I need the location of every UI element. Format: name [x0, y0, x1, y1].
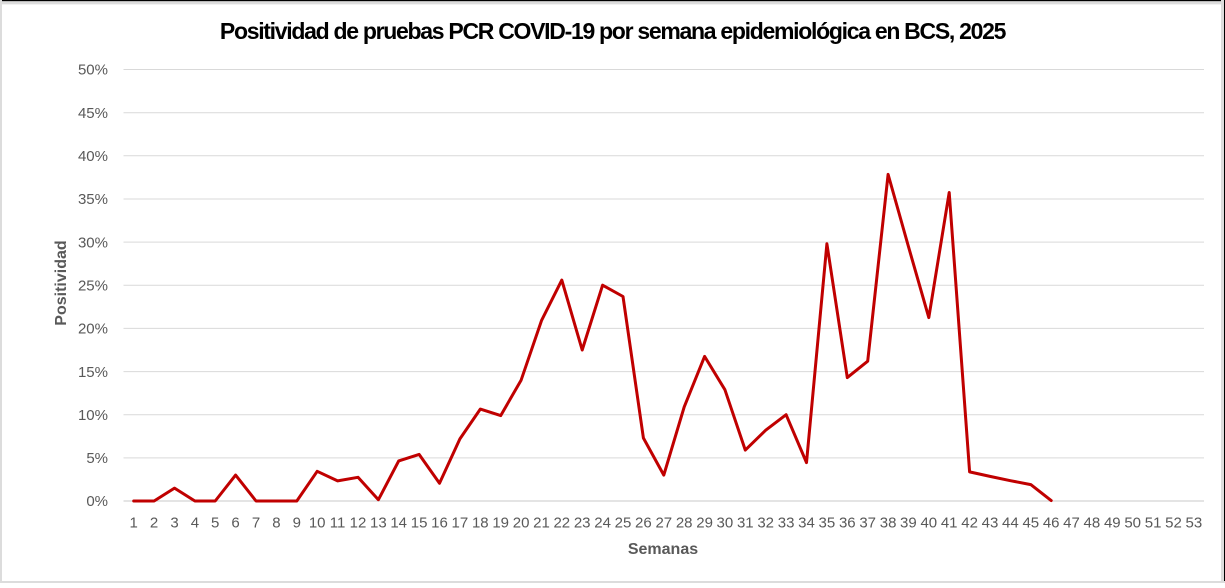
- svg-text:32: 32: [757, 515, 774, 532]
- svg-text:9: 9: [293, 515, 301, 532]
- svg-text:39: 39: [900, 515, 917, 532]
- svg-text:25: 25: [615, 515, 632, 532]
- svg-text:0%: 0%: [86, 493, 108, 510]
- svg-text:16: 16: [431, 515, 448, 532]
- svg-text:28: 28: [676, 515, 693, 532]
- svg-text:51: 51: [1145, 515, 1162, 532]
- svg-text:6: 6: [231, 515, 239, 532]
- svg-text:43: 43: [982, 515, 999, 532]
- svg-text:23: 23: [574, 515, 591, 532]
- svg-text:35%: 35%: [78, 191, 108, 208]
- svg-text:27: 27: [655, 515, 672, 532]
- svg-text:45: 45: [1022, 515, 1039, 532]
- svg-text:31: 31: [737, 515, 754, 532]
- svg-text:34: 34: [798, 515, 815, 532]
- svg-text:29: 29: [696, 515, 713, 532]
- svg-text:1: 1: [130, 515, 138, 532]
- svg-text:36: 36: [839, 515, 856, 532]
- svg-text:47: 47: [1063, 515, 1080, 532]
- svg-text:24: 24: [594, 515, 611, 532]
- svg-text:3: 3: [170, 515, 178, 532]
- svg-text:25%: 25%: [78, 277, 108, 294]
- svg-text:19: 19: [492, 515, 509, 532]
- svg-text:20: 20: [513, 515, 530, 532]
- svg-text:8: 8: [272, 515, 280, 532]
- svg-text:Positividad: Positividad: [53, 240, 70, 325]
- svg-text:40: 40: [920, 515, 937, 532]
- svg-text:12: 12: [350, 515, 367, 532]
- svg-text:35: 35: [819, 515, 836, 532]
- svg-text:Semanas: Semanas: [628, 541, 698, 558]
- svg-text:50%: 50%: [78, 62, 108, 79]
- svg-text:41: 41: [941, 515, 958, 532]
- svg-text:15: 15: [411, 515, 428, 532]
- svg-text:37: 37: [859, 515, 876, 532]
- svg-text:10: 10: [309, 515, 326, 532]
- svg-text:26: 26: [635, 515, 652, 532]
- svg-text:11: 11: [330, 515, 346, 532]
- svg-text:46: 46: [1043, 515, 1060, 532]
- svg-text:5%: 5%: [86, 450, 108, 467]
- svg-text:50: 50: [1124, 515, 1141, 532]
- svg-text:14: 14: [390, 515, 407, 532]
- svg-text:44: 44: [1002, 515, 1019, 532]
- svg-text:30%: 30%: [78, 234, 108, 251]
- svg-text:10%: 10%: [78, 407, 108, 424]
- svg-text:21: 21: [533, 515, 550, 532]
- svg-text:18: 18: [472, 515, 489, 532]
- svg-text:45%: 45%: [78, 105, 108, 122]
- svg-text:20%: 20%: [78, 321, 108, 338]
- svg-text:33: 33: [778, 515, 795, 532]
- svg-text:5: 5: [211, 515, 219, 532]
- svg-text:13: 13: [370, 515, 387, 532]
- svg-text:38: 38: [880, 515, 897, 532]
- svg-text:2: 2: [150, 515, 158, 532]
- svg-text:42: 42: [961, 515, 978, 532]
- svg-text:22: 22: [553, 515, 570, 532]
- svg-text:48: 48: [1084, 515, 1101, 532]
- svg-text:15%: 15%: [78, 364, 108, 381]
- svg-text:49: 49: [1104, 515, 1121, 532]
- svg-text:52: 52: [1165, 515, 1182, 532]
- svg-text:7: 7: [252, 515, 260, 532]
- svg-text:4: 4: [191, 515, 199, 532]
- svg-text:Positividad de pruebas PCR COV: Positividad de pruebas PCR COVID-19 por …: [220, 18, 1007, 44]
- svg-text:30: 30: [717, 515, 734, 532]
- svg-text:53: 53: [1186, 515, 1203, 532]
- svg-text:40%: 40%: [78, 148, 108, 165]
- svg-text:17: 17: [452, 515, 469, 532]
